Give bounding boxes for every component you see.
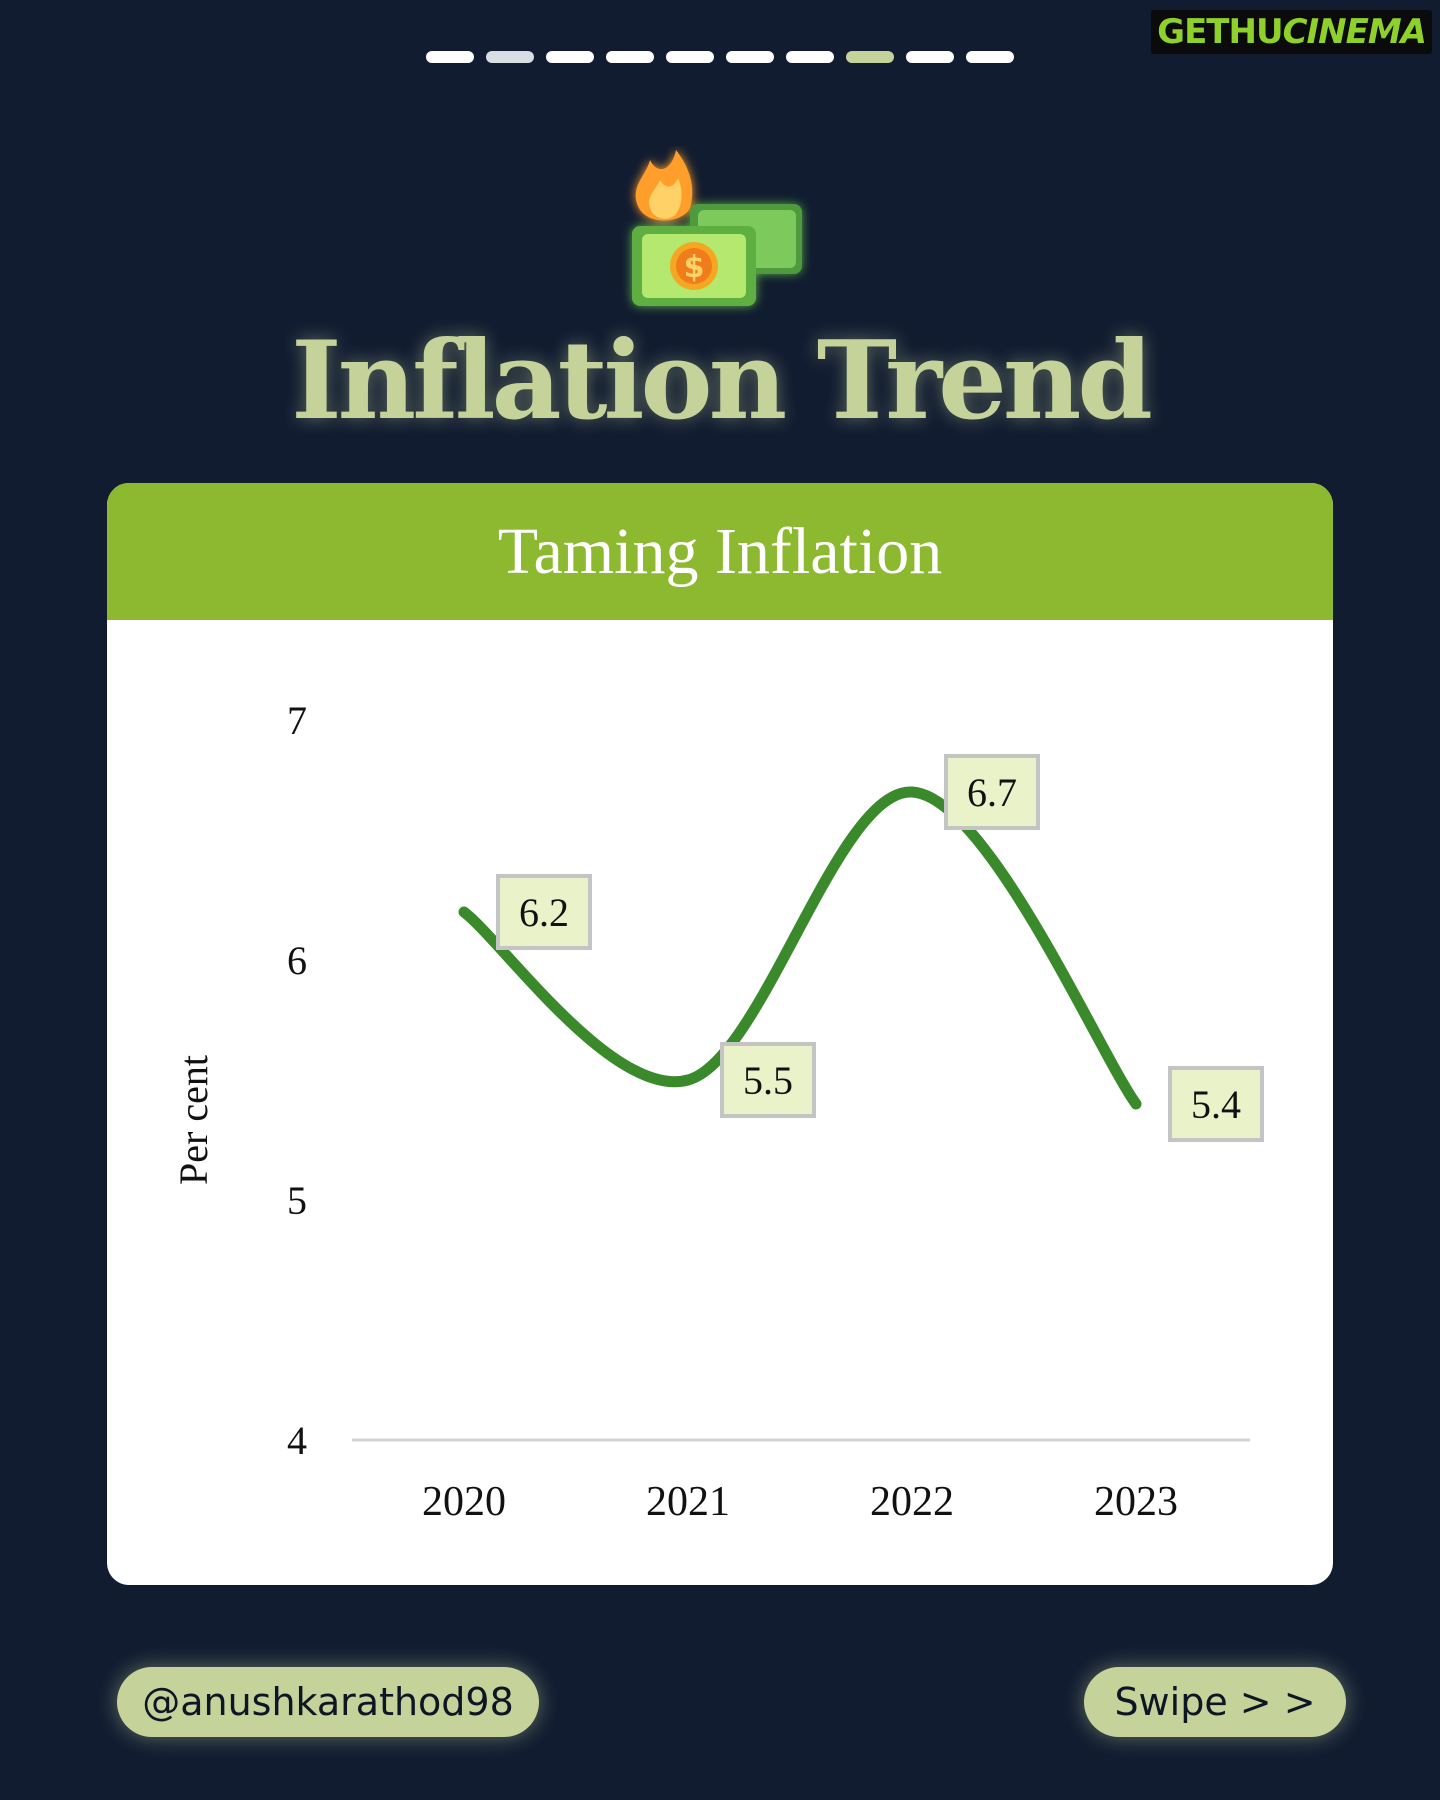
y-tick-label: 4 — [287, 1418, 307, 1463]
progress-dot — [786, 51, 834, 63]
y-axis-label: Per cent — [171, 1055, 216, 1185]
progress-dot — [666, 51, 714, 63]
watermark-logo: GETHUCINEMA — [1151, 10, 1432, 54]
progress-dot — [966, 51, 1014, 63]
money-fire-icon: $ — [632, 150, 802, 306]
data-label-text: 6.7 — [967, 770, 1017, 815]
data-label: 6.2 — [496, 874, 592, 950]
progress-dot — [726, 51, 774, 63]
data-label-text: 5.4 — [1191, 1082, 1241, 1127]
svg-text:$: $ — [684, 250, 705, 285]
chart-title: Taming Inflation — [497, 514, 943, 588]
x-tick-label: 2022 — [870, 1479, 954, 1525]
data-label-text: 5.5 — [743, 1058, 793, 1103]
progress-dot — [426, 51, 474, 63]
x-tick-label: 2023 — [1094, 1479, 1178, 1525]
progress-dot — [846, 51, 894, 63]
page-title: Inflation Trend — [291, 318, 1153, 444]
data-label-box — [720, 1042, 816, 1118]
data-label: 5.4 — [1168, 1066, 1264, 1142]
x-tick-label: 2020 — [422, 1479, 506, 1525]
y-tick-label: 6 — [287, 938, 307, 983]
data-label-text: 6.2 — [519, 890, 569, 935]
progress-dot — [606, 51, 654, 63]
data-label: 5.5 — [720, 1042, 816, 1118]
y-tick-label: 7 — [287, 698, 307, 743]
progress-indicator — [426, 51, 1014, 63]
progress-dot — [906, 51, 954, 63]
chart-card: Taming Inflation Per cent 4 5 6 7 2020 2021 2… — [107, 483, 1333, 1585]
data-label: 6.7 — [944, 754, 1040, 830]
data-label-box — [944, 754, 1040, 830]
x-tick-label: 2021 — [646, 1479, 730, 1525]
data-label-box — [1168, 1066, 1264, 1142]
line-chart: Per cent 4 5 6 7 2020 2021 2022 2023 6.2 5.5 6.7… — [171, 698, 1264, 1525]
progress-dot — [486, 51, 534, 63]
swipe-button[interactable]: Swipe > > — [1084, 1667, 1346, 1737]
progress-dot — [546, 51, 594, 63]
y-tick-label: 5 — [287, 1178, 307, 1223]
series-line — [458, 786, 1142, 1110]
data-label-box — [496, 874, 592, 950]
author-handle[interactable]: @anushkarathod98 — [117, 1667, 539, 1737]
chart-header: Taming Inflation — [107, 483, 1333, 620]
